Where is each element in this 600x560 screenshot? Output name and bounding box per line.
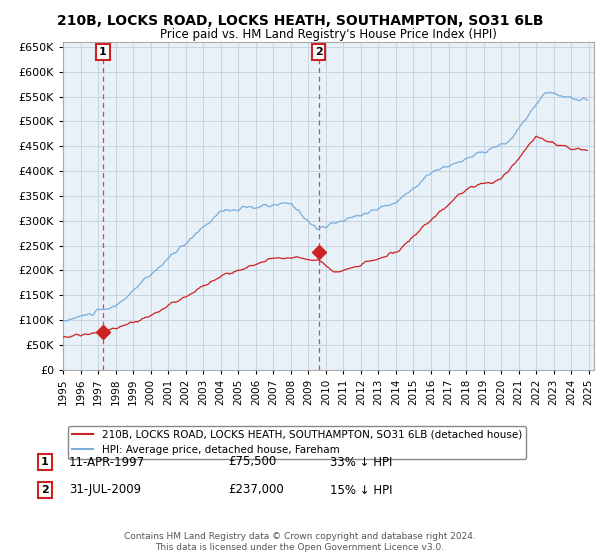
Text: 2: 2 (314, 47, 322, 57)
Text: 11-APR-1997: 11-APR-1997 (69, 455, 145, 469)
Text: 33% ↓ HPI: 33% ↓ HPI (330, 455, 392, 469)
Title: Price paid vs. HM Land Registry's House Price Index (HPI): Price paid vs. HM Land Registry's House … (160, 28, 497, 41)
Text: £237,000: £237,000 (228, 483, 284, 497)
Text: 2: 2 (41, 485, 49, 495)
Text: 15% ↓ HPI: 15% ↓ HPI (330, 483, 392, 497)
Text: 1: 1 (99, 47, 107, 57)
Text: 1: 1 (41, 457, 49, 467)
Text: 210B, LOCKS ROAD, LOCKS HEATH, SOUTHAMPTON, SO31 6LB: 210B, LOCKS ROAD, LOCKS HEATH, SOUTHAMPT… (57, 14, 543, 28)
Legend: 210B, LOCKS ROAD, LOCKS HEATH, SOUTHAMPTON, SO31 6LB (detached house), HPI: Aver: 210B, LOCKS ROAD, LOCKS HEATH, SOUTHAMPT… (68, 426, 526, 459)
Text: £75,500: £75,500 (228, 455, 276, 469)
Text: 31-JUL-2009: 31-JUL-2009 (69, 483, 141, 497)
Text: Contains HM Land Registry data © Crown copyright and database right 2024.
This d: Contains HM Land Registry data © Crown c… (124, 532, 476, 552)
